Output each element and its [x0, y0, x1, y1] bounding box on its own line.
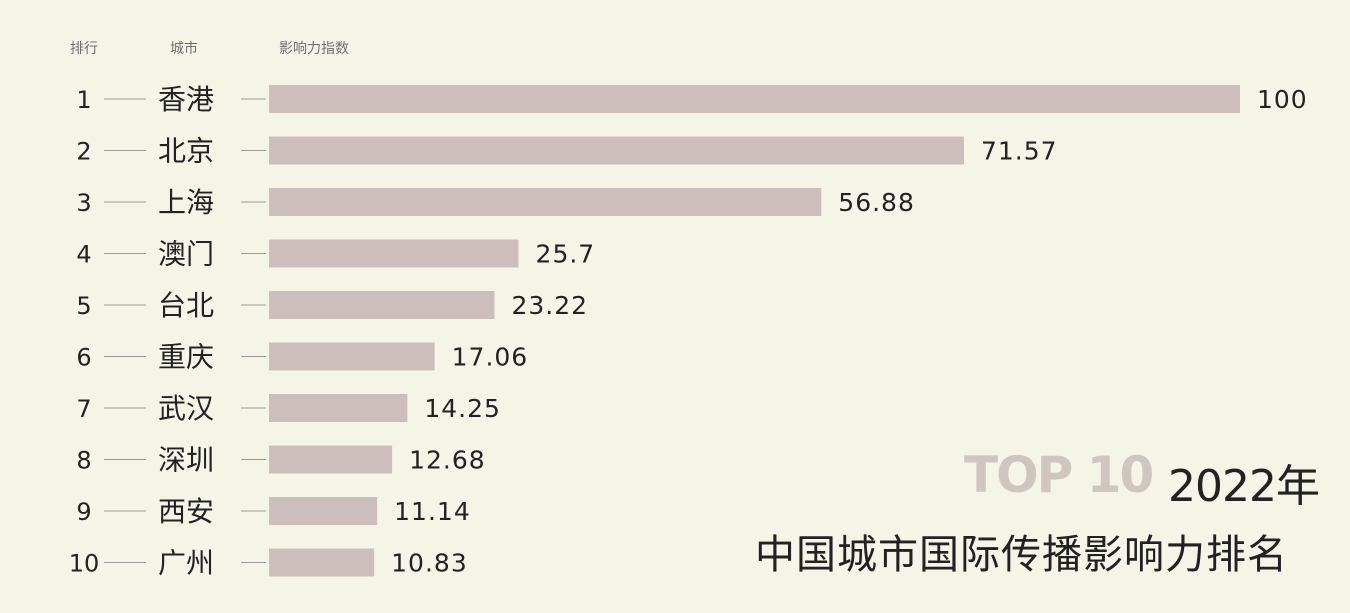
bar [269, 445, 393, 474]
rank-label: 2 [76, 138, 91, 166]
bar [269, 85, 1240, 113]
city-label: 武汉 [158, 392, 214, 425]
rank-label: 1 [76, 86, 91, 114]
value-label: 56.88 [838, 188, 915, 217]
bar [269, 188, 822, 216]
value-label: 23.22 [511, 291, 588, 320]
bar [269, 291, 495, 319]
city-label: 深圳 [158, 444, 214, 477]
header-rank: 排行 [70, 41, 98, 57]
city-label: 上海 [158, 186, 214, 219]
rank-label: 8 [76, 447, 91, 475]
rank-label: 10 [69, 550, 100, 578]
rank-label: 3 [76, 189, 91, 217]
value-label: 10.83 [391, 549, 468, 578]
city-label: 重庆 [158, 341, 214, 374]
rank-label: 6 [76, 344, 91, 372]
city-label: 北京 [158, 135, 214, 168]
bar [269, 497, 378, 525]
year-label: 2022年 [1168, 461, 1320, 512]
bar [269, 548, 375, 577]
value-label: 14.25 [424, 394, 501, 423]
chart-title: 中国城市国际传播影响力排名 [755, 532, 1288, 578]
value-label: 71.57 [981, 137, 1058, 166]
city-label: 台北 [158, 289, 214, 322]
rank-label: 7 [76, 395, 91, 423]
city-label: 广州 [158, 547, 214, 580]
value-label: 100 [1257, 85, 1308, 114]
rank-label: 4 [76, 241, 91, 269]
city-label: 西安 [158, 495, 214, 528]
city-label: 香港 [158, 83, 214, 116]
header-index: 影响力指数 [279, 41, 349, 57]
city-label: 澳门 [158, 238, 214, 271]
value-label: 25.7 [536, 240, 596, 269]
value-label: 12.68 [409, 446, 486, 475]
value-label: 17.06 [452, 343, 529, 372]
header-city: 城市 [170, 41, 198, 57]
rank-label: 9 [76, 498, 91, 526]
value-label: 11.14 [394, 497, 471, 526]
bar [269, 136, 964, 165]
rank-label: 5 [76, 292, 91, 320]
bar [269, 394, 408, 422]
bar [269, 342, 435, 371]
bar [269, 239, 519, 268]
top10-badge: TOP 10 [964, 446, 1154, 504]
